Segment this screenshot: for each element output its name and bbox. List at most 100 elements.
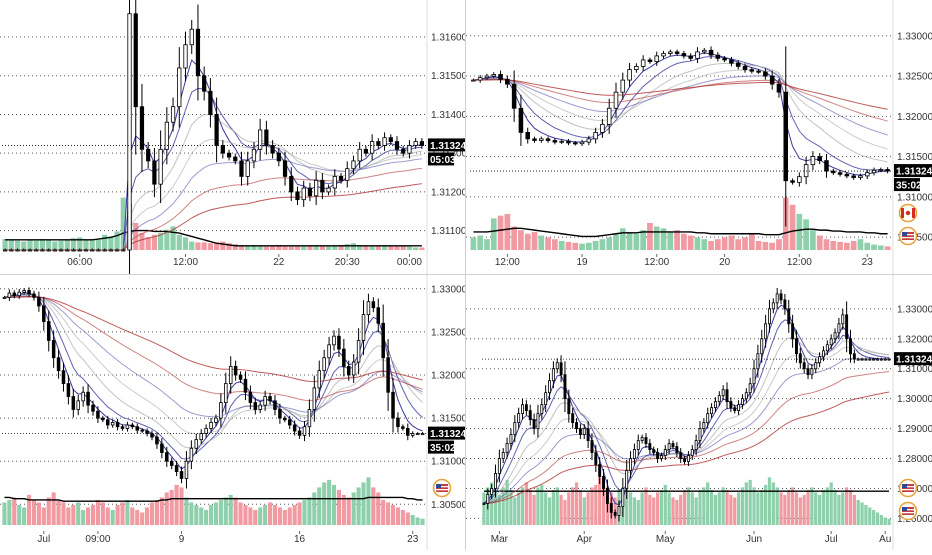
chart-svg[interactable]: 1.330001.325001.320001.315001.310001.305…	[466, 0, 932, 275]
chart-pane-bottom-right[interactable]: 1.33000 1.32000 1.31000 1.30000 1.29000 1.280…	[466, 275, 932, 550]
candle-body	[578, 428, 582, 435]
volume-bar	[220, 241, 226, 250]
candle-body	[740, 398, 744, 406]
volume-bar	[837, 494, 841, 525]
volume-bar	[655, 492, 660, 525]
volume-bar	[538, 235, 545, 250]
volume-bar	[725, 489, 729, 525]
y-tick-label: 1.31500	[431, 414, 466, 425]
candle-body	[518, 107, 524, 133]
volume-bar	[823, 239, 830, 250]
volume-bar	[864, 504, 868, 525]
candle-body	[342, 348, 346, 367]
pane-divider-vertical[interactable]	[465, 0, 466, 550]
volume-bar	[105, 507, 110, 525]
candle-body	[505, 443, 509, 453]
y-tick-label: 1.30000	[897, 394, 932, 405]
y-tick-label: 1.32000	[431, 370, 466, 381]
x-tick-label: Jun	[746, 534, 762, 545]
candle-body	[34, 249, 39, 252]
volume-bar	[307, 245, 313, 250]
candle-body	[270, 145, 275, 154]
volume-bar	[565, 241, 572, 250]
volume-bar	[877, 245, 884, 250]
volume-bar	[204, 509, 209, 525]
volume-bar	[319, 245, 325, 250]
candle-body	[169, 460, 174, 466]
volume-bar	[490, 218, 497, 250]
candle-body	[790, 180, 795, 183]
volume-bar	[640, 230, 647, 250]
volume-bar	[139, 233, 145, 250]
volume-bar	[125, 499, 130, 525]
volume-bar	[708, 240, 714, 250]
candle-body	[593, 132, 598, 140]
flag-canada-icon	[898, 203, 918, 223]
volume-bar	[130, 507, 135, 525]
candle-body	[27, 290, 31, 295]
volume-bar	[833, 489, 837, 525]
volume-bar	[102, 234, 108, 250]
volume-bar	[325, 246, 332, 250]
volume-bar	[226, 243, 232, 250]
volume-bar	[733, 497, 737, 525]
x-tick-label: May	[656, 534, 675, 545]
volume-bar	[713, 494, 718, 525]
pane-divider-horizontal[interactable]	[0, 274, 932, 275]
volume-bar	[740, 487, 745, 525]
volume-bar	[199, 507, 204, 525]
volume-bar	[528, 489, 532, 525]
candle-body	[594, 452, 598, 465]
candle-body	[83, 249, 89, 252]
candle-body	[818, 356, 822, 364]
volume-bar	[644, 487, 648, 525]
volume-bar	[420, 518, 425, 525]
candle-body	[419, 141, 425, 146]
volume-bar	[545, 237, 551, 250]
candle-body	[482, 503, 486, 505]
candle-body	[37, 296, 41, 307]
volume-bar	[598, 477, 602, 525]
volume-bar	[140, 512, 145, 525]
last-price-tag	[894, 164, 932, 178]
volume-bar	[563, 499, 567, 525]
chart-svg[interactable]: 1.316001.315001.314001.313001.312001.311…	[0, 0, 468, 370]
chart-svg[interactable]: 1.330001.325001.320001.315001.310001.305…	[0, 275, 468, 550]
volume-bar	[744, 482, 748, 525]
volume-bar	[81, 509, 86, 525]
candle-body	[273, 400, 277, 410]
candle-body	[345, 168, 350, 181]
candle-body	[644, 437, 648, 444]
volume-bar	[282, 509, 287, 525]
y-tick-label: 1.31100	[431, 226, 466, 237]
volume-bar	[636, 499, 640, 525]
moving-average-line	[473, 79, 888, 122]
volume-bar	[594, 484, 598, 525]
candle-body	[683, 458, 687, 462]
volume-bar	[302, 499, 307, 525]
volume-bar	[135, 509, 140, 525]
candle-body	[686, 455, 690, 462]
volume-bar	[95, 499, 100, 525]
candle-body	[410, 433, 415, 436]
chart-pane-top-right[interactable]: 1.330001.325001.320001.315001.310001.305…	[466, 0, 932, 275]
chart-svg[interactable]: 1.33000 1.32000 1.31000 1.30000 1.29000 1.280…	[466, 275, 932, 550]
candle-body	[497, 458, 501, 474]
volume-bar	[860, 502, 864, 525]
candle-body	[125, 424, 130, 429]
y-tick-label: 1.28000	[897, 454, 932, 465]
volume-bar	[547, 497, 552, 525]
volume-bar	[51, 492, 56, 525]
candle-body	[856, 358, 860, 361]
y-tick-label: 1.31200	[431, 187, 466, 198]
volume-bar	[659, 489, 664, 525]
volume-bar	[233, 497, 238, 525]
chart-pane-top-left[interactable]: 1.316001.315001.314001.313001.312001.311…	[0, 0, 468, 370]
volume-bar	[406, 246, 413, 250]
y-tick-label: 1.29000	[897, 424, 932, 435]
y-tick-label: 1.33000	[897, 31, 932, 42]
volume-bar	[2, 239, 8, 250]
chart-pane-bottom-left[interactable]: 1.33000 1.32500 1.32000 1.31500 1.31000 1.305…	[0, 275, 468, 550]
volume-bar	[802, 494, 806, 525]
candle-body	[71, 396, 76, 410]
